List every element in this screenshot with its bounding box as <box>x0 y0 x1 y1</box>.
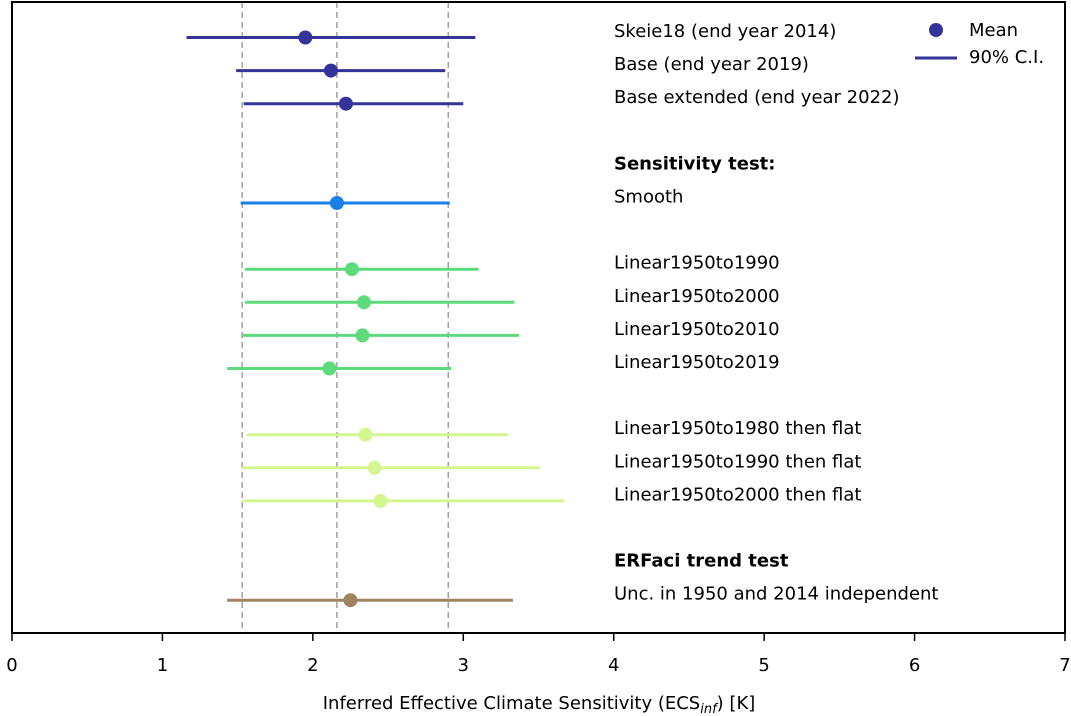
mean-marker-11 <box>343 593 358 608</box>
mean-marker-0 <box>298 30 313 45</box>
row-label-1: Base (end year 2019) <box>614 54 809 75</box>
legend: Mean 90% C.I. <box>915 20 1044 68</box>
row-label-11: Unc. in 1950 and 2014 independent <box>614 584 938 605</box>
x-tick-label-3: 3 <box>458 655 469 676</box>
x-tick-label-6: 6 <box>909 655 920 676</box>
row-label-4: Linear1950to1990 <box>614 253 780 274</box>
mean-marker-1 <box>323 63 338 78</box>
row-label-0: Skeie18 (end year 2014) <box>614 21 836 42</box>
section-headers: Sensitivity test: ERFaci trend test <box>614 153 789 571</box>
errorbar-series <box>186 30 565 608</box>
mean-marker-7 <box>322 361 337 376</box>
section-header-0: Sensitivity test: <box>614 153 775 174</box>
legend-mean-label: Mean <box>969 20 1018 41</box>
row-labels: Skeie18 (end year 2014) Base (end year 20… <box>614 21 938 605</box>
legend-ci-label: 90% C.I. <box>969 47 1044 68</box>
x-tick-label-4: 4 <box>608 655 619 676</box>
x-axis-label-subscript: inf <box>700 702 719 716</box>
legend-mean-marker <box>929 23 943 37</box>
x-tick-label-7: 7 <box>1059 655 1070 676</box>
row-label-5: Linear1950to2000 <box>614 286 780 307</box>
reference-lines <box>241 2 449 633</box>
mean-marker-5 <box>357 295 372 310</box>
x-tick-label-5: 5 <box>758 655 769 676</box>
mean-marker-6 <box>355 328 370 343</box>
mean-marker-9 <box>367 460 382 475</box>
section-header-1: ERFaci trend test <box>614 551 789 572</box>
mean-marker-3 <box>329 196 344 210</box>
row-label-10: Linear1950to2000 then flat <box>614 484 861 505</box>
row-label-6: Linear1950to2010 <box>614 319 780 340</box>
x-tick-label-1: 1 <box>157 655 168 676</box>
row-label-8: Linear1950to1980 then flat <box>614 418 861 439</box>
x-axis-label-tail: ) [K] <box>717 693 756 714</box>
row-label-2: Base extended (end year 2022) <box>614 87 900 108</box>
x-axis-label: Inferred Effective Climate Sensitivity (… <box>323 693 756 716</box>
x-tick-label-2: 2 <box>307 655 318 676</box>
row-label-9: Linear1950to1990 then flat <box>614 451 861 472</box>
mean-marker-2 <box>338 96 353 111</box>
mean-marker-4 <box>344 262 359 277</box>
row-label-3: Smooth <box>614 187 683 208</box>
x-axis-ticks: 0 1 2 3 4 5 6 7 <box>6 633 1071 676</box>
x-axis-label-main: Inferred Effective Climate Sensitivity (… <box>323 693 701 714</box>
mean-marker-8 <box>358 427 373 442</box>
row-label-7: Linear1950to2019 <box>614 352 780 373</box>
x-tick-label-0: 0 <box>6 655 17 676</box>
mean-marker-10 <box>373 493 388 508</box>
plot-frame <box>11 1 1066 634</box>
